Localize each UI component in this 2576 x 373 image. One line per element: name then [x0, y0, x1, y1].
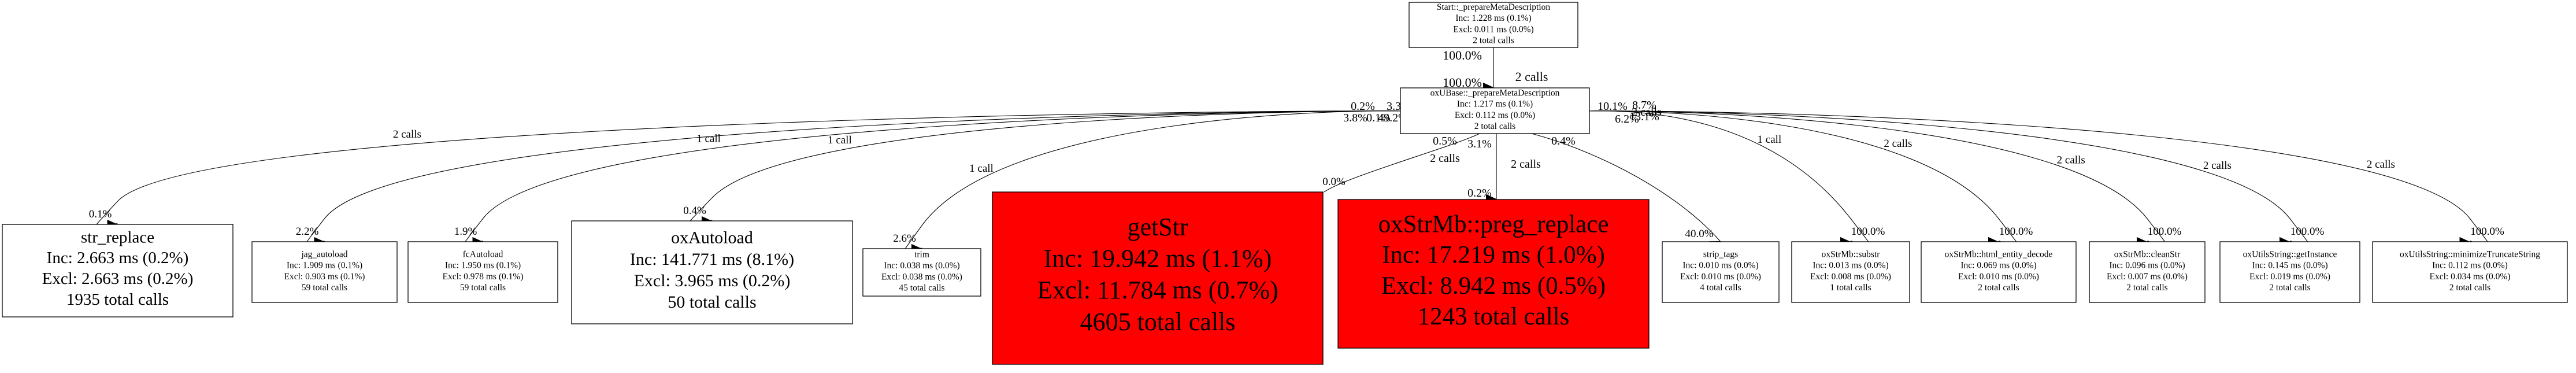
svg-text:2 calls: 2 calls — [1515, 69, 1548, 84]
svg-text:Inc: 0.112 ms (0.0%): Inc: 0.112 ms (0.0%) — [2432, 261, 2508, 271]
svg-text:2 total calls: 2 total calls — [1978, 283, 2019, 293]
svg-text:Inc: 0.069 ms (0.0%): Inc: 0.069 ms (0.0%) — [1960, 261, 2036, 271]
svg-text:0.4%: 0.4% — [1551, 135, 1576, 147]
svg-text:Inc: 1.228 ms (0.1%): Inc: 1.228 ms (0.1%) — [1455, 13, 1531, 23]
svg-text:Excl: 0.019 ms (0.0%): Excl: 0.019 ms (0.0%) — [2249, 272, 2330, 282]
svg-text:Inc: 0.010 ms (0.0%): Inc: 0.010 ms (0.0%) — [1682, 261, 1758, 271]
svg-text:0.5%: 0.5% — [1433, 135, 1457, 147]
svg-text:Start::_prepareMetaDescription: Start::_prepareMetaDescription — [1437, 2, 1551, 12]
svg-text:Inc: 1.909 ms (0.1%): Inc: 1.909 ms (0.1%) — [287, 261, 362, 271]
svg-text:oxStrMb::html_entity_decode: oxStrMb::html_entity_decode — [1945, 250, 2053, 260]
svg-text:0.4%: 0.4% — [683, 205, 706, 217]
svg-text:2 total calls: 2 total calls — [1474, 121, 1515, 131]
svg-text:4 total calls: 4 total calls — [1700, 283, 1741, 293]
svg-text:Inc: 17.219 ms (1.0%): Inc: 17.219 ms (1.0%) — [1382, 242, 1605, 269]
svg-text:100.0%: 100.0% — [1999, 226, 2033, 238]
svg-text:100.0%: 100.0% — [1851, 226, 1885, 238]
svg-text:1.9%: 1.9% — [454, 226, 477, 238]
svg-text:40.0%: 40.0% — [1685, 228, 1713, 240]
svg-text:2 calls: 2 calls — [2367, 158, 2395, 171]
svg-text:100.0%: 100.0% — [1443, 75, 1482, 90]
svg-text:2 calls: 2 calls — [393, 128, 421, 141]
svg-text:Excl: 0.112 ms (0.0%): Excl: 0.112 ms (0.0%) — [1455, 110, 1535, 120]
svg-text:trim: trim — [914, 250, 929, 260]
svg-text:oxUtilsString::getInstance: oxUtilsString::getInstance — [2243, 250, 2337, 260]
svg-text:Excl: 0.038 ms (0.0%): Excl: 0.038 ms (0.0%) — [881, 272, 962, 282]
svg-text:2.6%: 2.6% — [893, 232, 916, 245]
svg-text:Inc: 0.038 ms (0.0%): Inc: 0.038 ms (0.0%) — [884, 261, 959, 271]
svg-text:Excl: 0.010 ms (0.0%): Excl: 0.010 ms (0.0%) — [1680, 272, 1761, 282]
svg-text:Excl: 2.663 ms (0.2%): Excl: 2.663 ms (0.2%) — [42, 269, 194, 288]
svg-text:2 calls: 2 calls — [2203, 160, 2232, 172]
svg-text:100.0%: 100.0% — [1443, 48, 1482, 62]
svg-text:100.0%: 100.0% — [2470, 226, 2504, 238]
svg-text:Excl: 0.010 ms (0.0%): Excl: 0.010 ms (0.0%) — [1958, 272, 2039, 282]
svg-text:Excl: 8.942 ms (0.5%): Excl: 8.942 ms (0.5%) — [1381, 272, 1606, 300]
svg-text:2 total calls: 2 total calls — [2269, 283, 2310, 293]
svg-text:Inc: 0.145 ms (0.0%): Inc: 0.145 ms (0.0%) — [2252, 261, 2327, 271]
svg-text:2 calls: 2 calls — [1511, 158, 1541, 171]
svg-text:3.1%: 3.1% — [1467, 138, 1492, 150]
svg-text:2 calls: 2 calls — [1884, 138, 1912, 150]
svg-text:8.7%: 8.7% — [1632, 99, 1656, 112]
svg-text:0.1%: 0.1% — [89, 208, 112, 220]
svg-text:2 calls: 2 calls — [1430, 152, 1460, 165]
svg-text:Inc: 1.217 ms (0.1%): Inc: 1.217 ms (0.1%) — [1457, 99, 1533, 109]
svg-text:jag_autoload: jag_autoload — [301, 250, 347, 260]
svg-text:Inc: 19.942 ms (1.1%): Inc: 19.942 ms (1.1%) — [1044, 245, 1272, 273]
svg-text:Excl: 0.011 ms (0.0%): Excl: 0.011 ms (0.0%) — [1453, 24, 1533, 34]
svg-text:1 call: 1 call — [1758, 134, 1782, 146]
svg-text:oxStrMb::preg_replace: oxStrMb::preg_replace — [1378, 210, 1609, 238]
svg-text:oxUtilsString::minimizeTruncat: oxUtilsString::minimizeTruncateString — [2400, 250, 2540, 260]
svg-text:2 calls: 2 calls — [2057, 154, 2085, 166]
svg-text:59 total calls: 59 total calls — [460, 283, 506, 293]
svg-text:2 total calls: 2 total calls — [1473, 36, 1514, 46]
svg-text:oxStrMb::substr: oxStrMb::substr — [1822, 250, 1881, 260]
svg-text:0.0%: 0.0% — [1322, 176, 1346, 188]
svg-text:45 total calls: 45 total calls — [899, 283, 944, 293]
svg-text:4605 total calls: 4605 total calls — [1080, 308, 1236, 336]
svg-text:oxAutoload: oxAutoload — [671, 228, 753, 248]
svg-text:Excl: 0.034 ms (0.0%): Excl: 0.034 ms (0.0%) — [2430, 272, 2511, 282]
svg-text:1 call: 1 call — [828, 134, 852, 146]
svg-text:oxUBase::_prepareMetaDescripti: oxUBase::_prepareMetaDescription — [1430, 88, 1560, 98]
svg-text:59 total calls: 59 total calls — [302, 283, 347, 293]
svg-text:strip_tags: strip_tags — [1703, 250, 1738, 260]
svg-text:Excl: 0.008 ms (0.0%): Excl: 0.008 ms (0.0%) — [1810, 272, 1891, 282]
svg-text:Inc: 2.663 ms (0.2%): Inc: 2.663 ms (0.2%) — [47, 249, 189, 267]
svg-text:Excl: 0.007 ms (0.0%): Excl: 0.007 ms (0.0%) — [2107, 272, 2188, 282]
svg-text:Excl: 0.978 ms (0.1%): Excl: 0.978 ms (0.1%) — [443, 272, 524, 282]
svg-text:100.0%: 100.0% — [2290, 226, 2325, 238]
svg-text:2 total calls: 2 total calls — [2449, 283, 2490, 293]
svg-text:50 total calls: 50 total calls — [668, 293, 756, 312]
svg-text:str_replace: str_replace — [81, 228, 154, 246]
svg-text:Excl: 11.784 ms (0.7%): Excl: 11.784 ms (0.7%) — [1037, 276, 1278, 304]
svg-text:1935 total calls: 1935 total calls — [66, 290, 169, 309]
svg-text:Inc: 0.013 ms (0.0%): Inc: 0.013 ms (0.0%) — [1813, 261, 1888, 271]
svg-text:Inc: 1.950 ms (0.1%): Inc: 1.950 ms (0.1%) — [445, 261, 521, 271]
svg-text:oxStrMb::cleanStr: oxStrMb::cleanStr — [2114, 250, 2181, 260]
svg-text:1 total calls: 1 total calls — [1830, 283, 1871, 293]
svg-text:100.0%: 100.0% — [2148, 226, 2182, 238]
svg-text:3.8%: 3.8% — [1343, 112, 1367, 124]
svg-text:Excl: 3.965 ms (0.2%): Excl: 3.965 ms (0.2%) — [634, 271, 791, 290]
svg-text:10.1%: 10.1% — [1598, 100, 1628, 113]
svg-text:1 call: 1 call — [696, 133, 721, 145]
svg-text:getStr: getStr — [1127, 213, 1188, 241]
svg-text:1 call: 1 call — [969, 163, 994, 175]
svg-text:Excl: 0.903 ms (0.1%): Excl: 0.903 ms (0.1%) — [284, 272, 365, 282]
svg-text:0.2%: 0.2% — [1351, 100, 1375, 113]
svg-text:Inc: 0.096 ms (0.0%): Inc: 0.096 ms (0.0%) — [2109, 261, 2185, 271]
svg-text:6.2%: 6.2% — [1615, 113, 1639, 125]
svg-text:0.2%: 0.2% — [1467, 187, 1492, 200]
svg-text:fcAutoload: fcAutoload — [463, 250, 503, 260]
svg-text:2.2%: 2.2% — [296, 226, 319, 238]
svg-text:2 total calls: 2 total calls — [2126, 283, 2167, 293]
svg-text:1243 total calls: 1243 total calls — [1418, 303, 1570, 330]
svg-text:Inc: 141.771 ms (8.1%): Inc: 141.771 ms (8.1%) — [630, 250, 794, 269]
